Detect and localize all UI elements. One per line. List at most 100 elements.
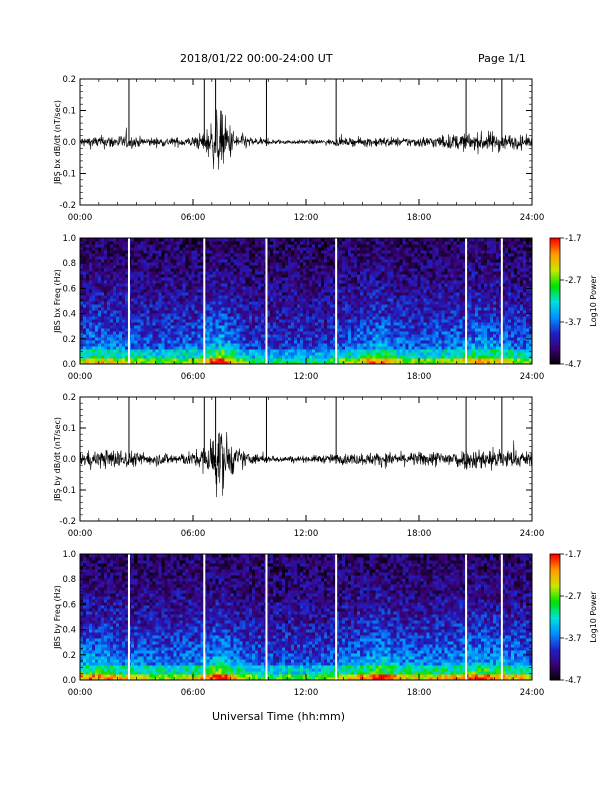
colorbar-segment (550, 646, 560, 649)
colorbar-segment (550, 654, 560, 658)
colorbar-segment (550, 261, 560, 264)
colorbar-segment (550, 669, 560, 673)
colorbar-frame (549, 553, 561, 681)
colorbar-segment (550, 675, 560, 679)
colorbar-segment (550, 334, 560, 338)
colorbar-tick-label: -3.7 (565, 318, 582, 328)
colorbar-segment (550, 650, 560, 654)
colorbar-segment (550, 254, 560, 258)
y-axis-label: JBS bx dB/dt (nT/sec) (53, 100, 62, 185)
colorbar-segment (550, 648, 560, 652)
colorbar-segment (550, 288, 560, 291)
colorbar-segment (550, 677, 560, 681)
colorbar-segment (550, 606, 560, 610)
colorbar-segment (550, 259, 560, 262)
colorbar-segment (550, 575, 560, 578)
colorbar-segment (550, 568, 560, 572)
x-tick-label: 12:00 (294, 529, 319, 539)
colorbar-segment (550, 614, 560, 618)
colorbar-segment (550, 589, 560, 593)
colorbar-segment (550, 591, 560, 595)
colorbar-segment (550, 301, 560, 304)
colorbar-segment (550, 286, 560, 289)
y-tick-label: -0.1 (59, 170, 76, 180)
x-tick-label: 00:00 (68, 372, 93, 382)
colorbar-segment (550, 623, 560, 626)
colorbar: -1.7 -2.7 -3.7 -4.7 Log10 Power (549, 550, 598, 686)
colorbar-segment (550, 340, 560, 344)
y-tick-label: 0.8 (62, 575, 76, 585)
colorbar-segment (550, 328, 560, 331)
colorbar-segment (550, 602, 560, 605)
colorbar-segment (550, 311, 560, 315)
colorbar-segment (550, 570, 560, 574)
y-tick-label: 0.0 (62, 138, 76, 148)
y-tick-label: 0.0 (62, 455, 76, 465)
y-tick-label: 0.1 (62, 107, 76, 117)
y-tick-label: 0.0 (62, 360, 76, 370)
colorbar-segment (550, 347, 560, 350)
colorbar-segment (550, 579, 560, 582)
colorbar-segment (550, 625, 560, 628)
colorbar-segment (550, 351, 560, 354)
x-tick-label: 18:00 (407, 688, 432, 698)
colorbar-segment (550, 244, 560, 247)
colorbar-segment (550, 353, 560, 357)
colorbar-segment (550, 671, 560, 675)
colorbar-segment (550, 252, 560, 256)
colorbar-segment (550, 319, 560, 323)
colorbar-segment (550, 659, 560, 662)
colorbar-segment (550, 275, 560, 279)
colorbar-tick-label: -4.7 (565, 676, 582, 686)
colorbar-segment (550, 585, 560, 589)
colorbar-segment (550, 617, 560, 620)
colorbar-segment (550, 560, 560, 563)
colorbar-segment (550, 633, 560, 637)
colorbar-frame (549, 237, 561, 365)
colorbar-segment (550, 263, 560, 266)
y-tick-label: 0.0 (62, 676, 76, 686)
colorbar: -1.7 -2.7 -3.7 -4.7 Log10 Power (549, 234, 598, 370)
colorbar-segment (550, 330, 560, 333)
y-tick-label: -0.1 (59, 486, 76, 496)
colorbar-segment (550, 619, 560, 622)
y-tick-label: 0.2 (62, 75, 76, 85)
colorbar-segment (550, 265, 560, 268)
colorbar-segment (550, 305, 560, 308)
colorbar-segment (550, 572, 560, 576)
colorbar-tick-label: -4.7 (565, 360, 582, 370)
y-tick-label: -0.2 (59, 201, 76, 211)
colorbar-segment (550, 271, 560, 275)
colorbar-segment (550, 663, 560, 666)
y-tick-label: 0.2 (62, 393, 76, 403)
colorbar-segment (550, 322, 560, 325)
spectrogram-panel: 00:00 06:00 12:00 18:00 24:00 1.0 0.8 0.6 0.4 0.2… (53, 550, 544, 698)
colorbar-segment (550, 629, 560, 633)
colorbar-segment (550, 359, 560, 363)
colorbar-segment (550, 303, 560, 306)
colorbar-label: Log10 Power (589, 591, 598, 643)
colorbar-segment (550, 608, 560, 612)
colorbar-segment (550, 284, 560, 287)
timeseries-trace (80, 431, 532, 498)
x-tick-label: 00:00 (68, 688, 93, 698)
x-tick-label: 18:00 (407, 213, 432, 223)
colorbar-label: Log10 Power (589, 275, 598, 327)
colorbar-segment (550, 292, 560, 296)
x-tick-label: 06:00 (181, 372, 206, 382)
colorbar-segment (550, 581, 560, 584)
colorbar-segment (550, 357, 560, 361)
x-tick-label: 00:00 (68, 213, 93, 223)
colorbar-segment (550, 638, 560, 641)
colorbar-segment (550, 564, 560, 568)
colorbar-segment (550, 661, 560, 664)
colorbar-segment (550, 324, 560, 327)
spectrogram-cells (80, 554, 533, 681)
spectrogram-cells (80, 238, 533, 365)
colorbar-segment (550, 554, 560, 557)
colorbar-segment (550, 566, 560, 570)
colorbar-segment (550, 598, 560, 601)
colorbar-segment (550, 644, 560, 647)
y-tick-label: 0.6 (62, 600, 76, 610)
